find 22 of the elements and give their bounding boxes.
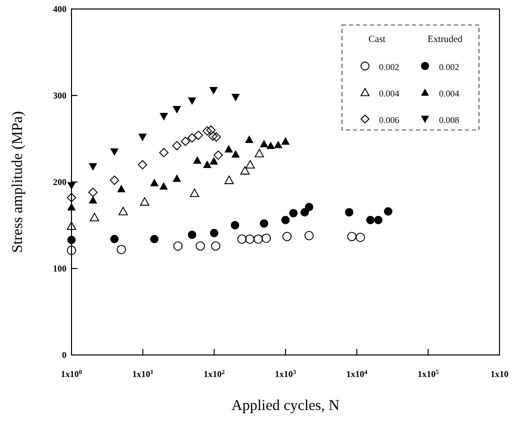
legend-label: 0.006 <box>379 115 400 125</box>
x-tick-label: 1x10$^{3}$ <box>274 368 296 379</box>
legend-label: 0.004 <box>439 88 460 98</box>
x-tick-label: 1x10$^{2}$ <box>204 368 225 379</box>
y-tick-label: 100 <box>53 264 67 274</box>
y-tick-label: 300 <box>53 90 67 100</box>
y-tick-label: 200 <box>53 177 67 187</box>
x-tick-label: 1x10 <box>490 369 509 379</box>
legend-label: 0.008 <box>439 115 460 125</box>
legend-label: 0.002 <box>379 62 400 72</box>
legend-label: 0.004 <box>379 88 400 98</box>
x-axis-title: Applied cycles, N <box>232 398 340 414</box>
x-tick-label: 1x10$^{0}$ <box>60 368 82 379</box>
y-axis-title: Stress amplitude (MPa) <box>10 111 26 253</box>
annotation: Cast <box>368 35 386 45</box>
annotation: Extruded <box>428 35 463 45</box>
legend-label: 0.002 <box>439 62 460 72</box>
y-tick-label: 400 <box>53 4 67 14</box>
x-tick-label: 1x10$^{1}$ <box>132 368 154 379</box>
x-tick-label: 1x10$^{4}$ <box>346 368 368 379</box>
y-tick-label: 0 <box>62 350 67 360</box>
x-tick-label: 1x10$^{5}$ <box>418 368 439 379</box>
